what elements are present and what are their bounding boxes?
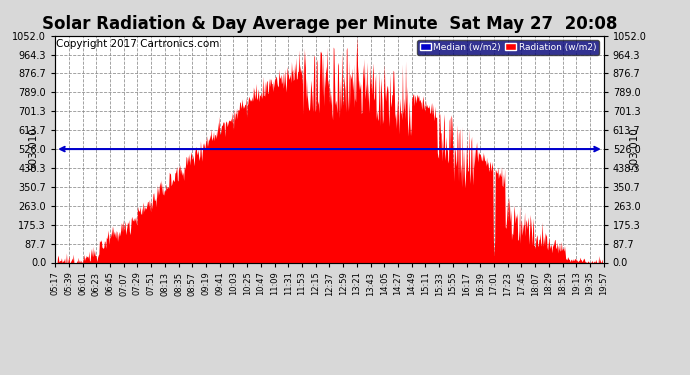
- Text: 503.010: 503.010: [28, 128, 38, 170]
- Title: Solar Radiation & Day Average per Minute  Sat May 27  20:08: Solar Radiation & Day Average per Minute…: [42, 15, 617, 33]
- Text: 503.010: 503.010: [629, 128, 639, 170]
- Legend: Median (w/m2), Radiation (w/m2): Median (w/m2), Radiation (w/m2): [417, 40, 599, 54]
- Text: Copyright 2017 Cartronics.com: Copyright 2017 Cartronics.com: [57, 39, 219, 49]
